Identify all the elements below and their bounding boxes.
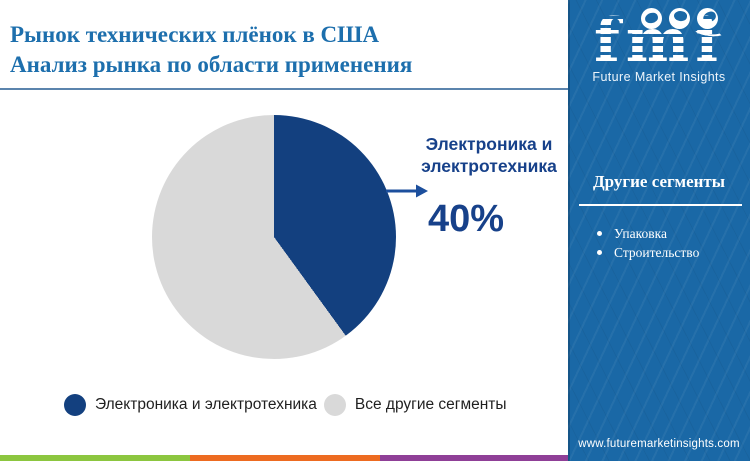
pie-chart (152, 115, 396, 359)
legend-label-electronics: Электроника и электротехника (95, 396, 317, 413)
callout-label: Электроника и электротехника (406, 133, 572, 177)
sidebar-heading-underline (579, 204, 742, 206)
sidebar: fmi Future Market Insights Другие сегмен… (568, 0, 750, 461)
title-divider (0, 88, 568, 90)
bullet-icon (597, 231, 602, 236)
sidebar-heading: Другие сегменты (592, 172, 726, 191)
legend-item-electronics: Электроника и электротехника (64, 394, 317, 416)
globe-asia-icon (697, 8, 718, 29)
legend-swatch-others (323, 394, 346, 416)
logo-wordmark-text: fmi (593, 6, 725, 76)
callout-label-line1: Электроника и (425, 134, 553, 154)
list-item-packaging: Упаковка (597, 226, 699, 241)
stripe-purple (380, 455, 568, 461)
stripe-orange (190, 455, 380, 461)
sidebar-segment-list: Упаковка Строительство (597, 226, 699, 264)
globe-europe-icon (669, 8, 690, 29)
page-title-line1: Рынок технических плёнок в США (10, 22, 379, 47)
legend-item-others: Все другие сегменты (323, 394, 507, 416)
chart-legend: Электроника и электротехника Все другие … (64, 392, 507, 418)
logo-tagline: Future Market Insights (592, 70, 726, 84)
logo-globes (641, 8, 718, 29)
list-item-label: Упаковка (614, 226, 667, 241)
callout-value: 40% (428, 198, 505, 240)
list-item-label: Строительство (614, 245, 700, 260)
legend-swatch-electronics (64, 394, 86, 416)
website-link[interactable]: www.futuremarketinsights.com (578, 438, 740, 450)
callout-label-line2: электротехника (421, 156, 557, 176)
page-title: Рынок технических плёнок в США Анализ ры… (10, 20, 555, 80)
callout-arrow-icon (386, 184, 428, 198)
globe-americas-icon (641, 8, 662, 29)
footer-stripe (0, 455, 568, 461)
logo-wordmark: fmi (584, 0, 734, 72)
page-title-line2: Анализ рынка по области применения (10, 52, 413, 77)
legend-label-others: Все другие сегменты (354, 396, 507, 413)
stripe-green (0, 455, 190, 461)
bullet-icon (597, 250, 602, 255)
fmi-logo: fmi Future Market Insights (568, 0, 750, 90)
list-item-construction: Строительство (597, 245, 699, 260)
